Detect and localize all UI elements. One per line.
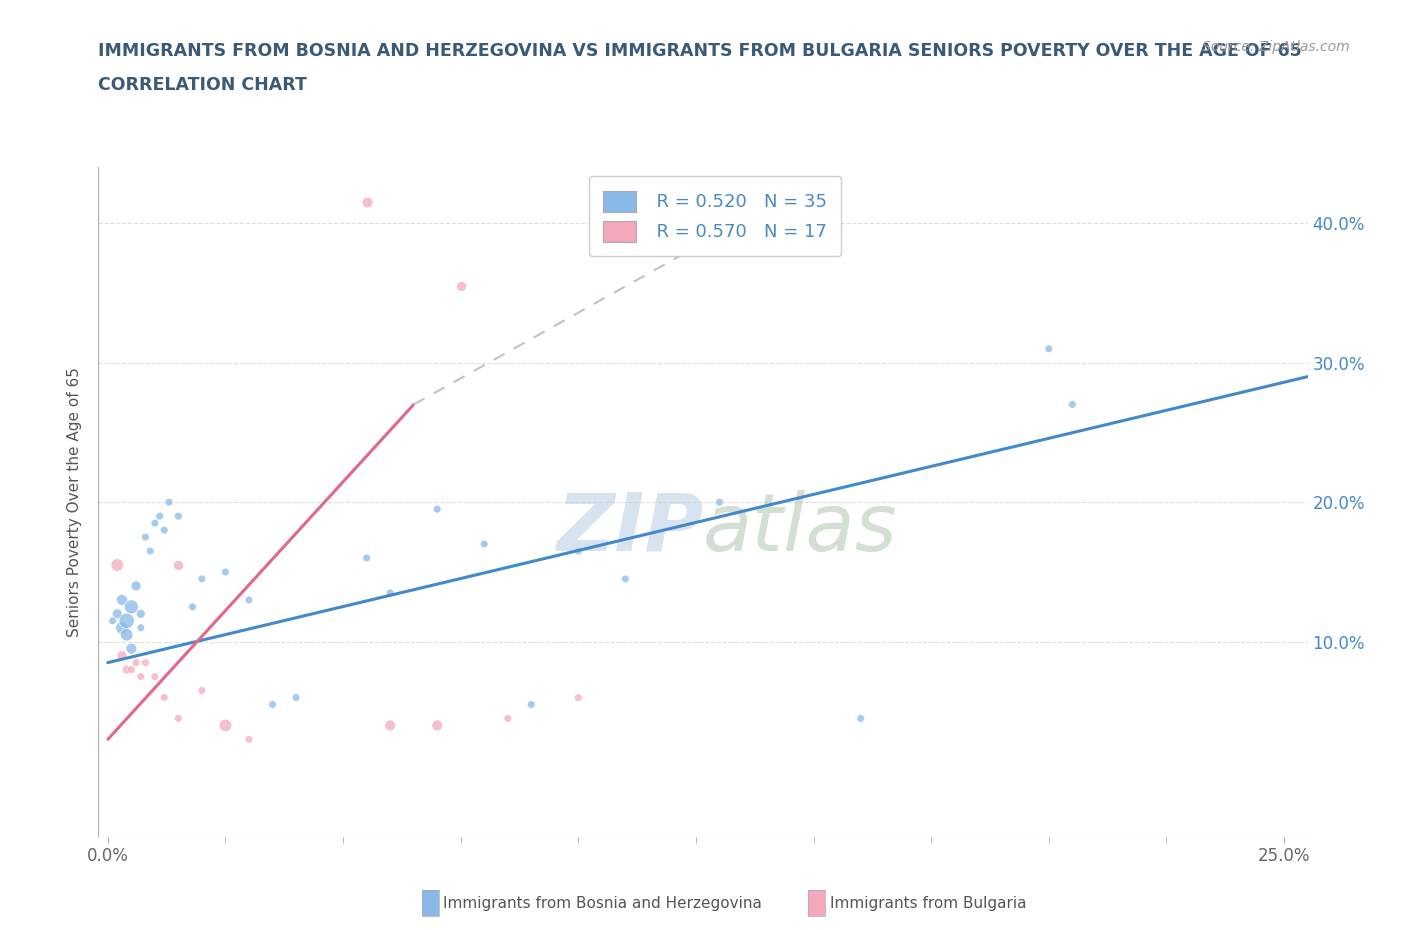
Point — [709, 495, 731, 510]
Text: IMMIGRANTS FROM BOSNIA AND HERZEGOVINA VS IMMIGRANTS FROM BULGARIA SENIORS POVER: IMMIGRANTS FROM BOSNIA AND HERZEGOVINA V… — [98, 42, 1302, 60]
Point — [111, 648, 134, 663]
Legend:   R = 0.520   N = 35,   R = 0.570   N = 17: R = 0.520 N = 35, R = 0.570 N = 17 — [589, 177, 841, 256]
Point — [115, 614, 138, 629]
Point — [426, 718, 449, 733]
Point — [120, 642, 142, 657]
Point — [426, 502, 449, 517]
Point — [101, 614, 124, 629]
Point — [125, 656, 148, 671]
Point — [356, 195, 378, 210]
Point — [567, 690, 589, 705]
Point — [134, 656, 156, 671]
Point — [111, 620, 134, 635]
Point — [191, 571, 214, 587]
Point — [143, 516, 166, 531]
Point — [191, 683, 214, 698]
Point — [105, 558, 128, 573]
Point — [450, 279, 472, 294]
Point — [115, 628, 138, 643]
Point — [356, 551, 378, 565]
Point — [143, 670, 166, 684]
Point — [120, 662, 142, 677]
Y-axis label: Seniors Poverty Over the Age of 65: Seniors Poverty Over the Age of 65 — [67, 367, 83, 637]
Point — [238, 732, 260, 747]
Point — [378, 718, 401, 733]
Point — [567, 543, 589, 558]
Point — [105, 606, 128, 621]
Point — [472, 537, 495, 551]
Text: atlas: atlas — [703, 490, 898, 568]
Point — [262, 698, 284, 712]
Point — [157, 495, 180, 510]
Point — [153, 690, 176, 705]
Point — [614, 571, 637, 587]
Point — [849, 711, 872, 725]
Point — [129, 620, 152, 635]
Point — [520, 698, 543, 712]
Point — [167, 509, 190, 524]
Point — [285, 690, 308, 705]
Point — [153, 523, 176, 538]
Point — [214, 718, 236, 733]
Point — [1038, 341, 1060, 356]
Text: Immigrants from Bulgaria: Immigrants from Bulgaria — [830, 897, 1026, 911]
Point — [167, 711, 190, 725]
Point — [115, 662, 138, 677]
Point — [496, 711, 519, 725]
Point — [181, 600, 204, 615]
Text: ZIP: ZIP — [555, 490, 703, 568]
Point — [378, 586, 401, 601]
Point — [214, 565, 236, 579]
Point — [120, 600, 142, 615]
Point — [149, 509, 172, 524]
Point — [129, 670, 152, 684]
Point — [125, 578, 148, 593]
Text: Immigrants from Bosnia and Herzegovina: Immigrants from Bosnia and Herzegovina — [443, 897, 762, 911]
Point — [111, 592, 134, 607]
Point — [134, 530, 156, 545]
Text: CORRELATION CHART: CORRELATION CHART — [98, 76, 308, 94]
Point — [167, 558, 190, 573]
Point — [129, 606, 152, 621]
Point — [139, 543, 162, 558]
Text: Source: ZipAtlas.com: Source: ZipAtlas.com — [1202, 40, 1350, 54]
Point — [1062, 397, 1084, 412]
Point — [238, 592, 260, 607]
